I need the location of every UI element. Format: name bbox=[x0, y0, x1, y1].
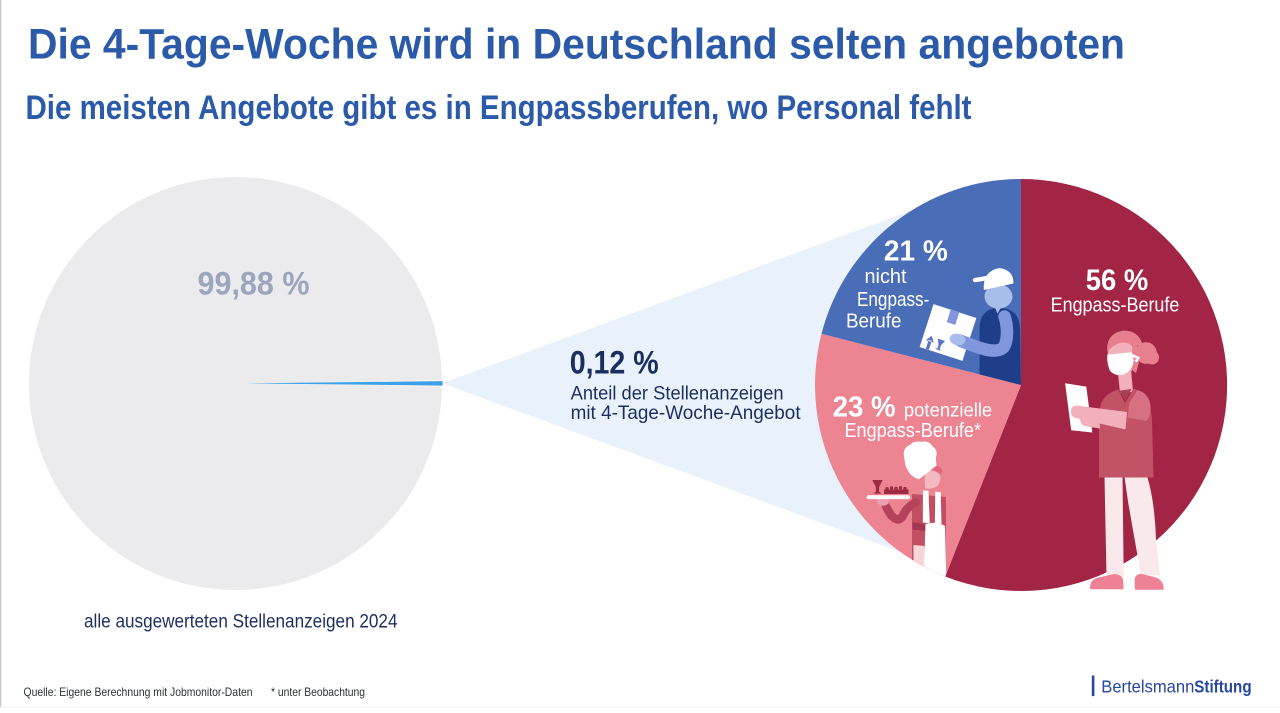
svg-text:Anteil der Stellenanzeigen: Anteil der Stellenanzeigen bbox=[571, 382, 784, 404]
svg-text:Engpass-Berufe*: Engpass-Berufe* bbox=[845, 420, 982, 442]
svg-text:21 %: 21 % bbox=[884, 236, 948, 268]
svg-text:0,12 %: 0,12 % bbox=[570, 345, 659, 381]
svg-text:potenzielle: potenzielle bbox=[904, 400, 992, 422]
svg-text:mit 4-Tage-Woche-Angebot: mit 4-Tage-Woche-Angebot bbox=[571, 402, 802, 424]
svg-text:Berufe: Berufe bbox=[846, 311, 902, 333]
svg-text:* unter Beobachtung: * unter Beobachtung bbox=[271, 685, 365, 699]
svg-text:23 %: 23 % bbox=[833, 392, 896, 424]
svg-text:Die meisten Angebote gibt es i: Die meisten Angebote gibt es in Engpassb… bbox=[26, 89, 972, 127]
svg-text:alle ausgewerteten Stellenanze: alle ausgewerteten Stellenanzeigen 2024 bbox=[84, 611, 398, 633]
svg-text:Engpass-: Engpass- bbox=[857, 289, 929, 311]
svg-text:BertelsmannStiftung: BertelsmannStiftung bbox=[1101, 677, 1251, 697]
svg-text:99,88 %: 99,88 % bbox=[198, 266, 310, 302]
svg-text:Die 4-Tage-Woche wird in Deuts: Die 4-Tage-Woche wird in Deutschland sel… bbox=[28, 21, 1125, 69]
svg-text:Quelle: Eigene Berechnung mit: Quelle: Eigene Berechnung mit Jobmonitor… bbox=[24, 685, 253, 699]
svg-text:Engpass-Berufe: Engpass-Berufe bbox=[1051, 295, 1180, 317]
svg-text:56 %: 56 % bbox=[1086, 264, 1148, 297]
svg-text:nicht: nicht bbox=[865, 266, 907, 288]
